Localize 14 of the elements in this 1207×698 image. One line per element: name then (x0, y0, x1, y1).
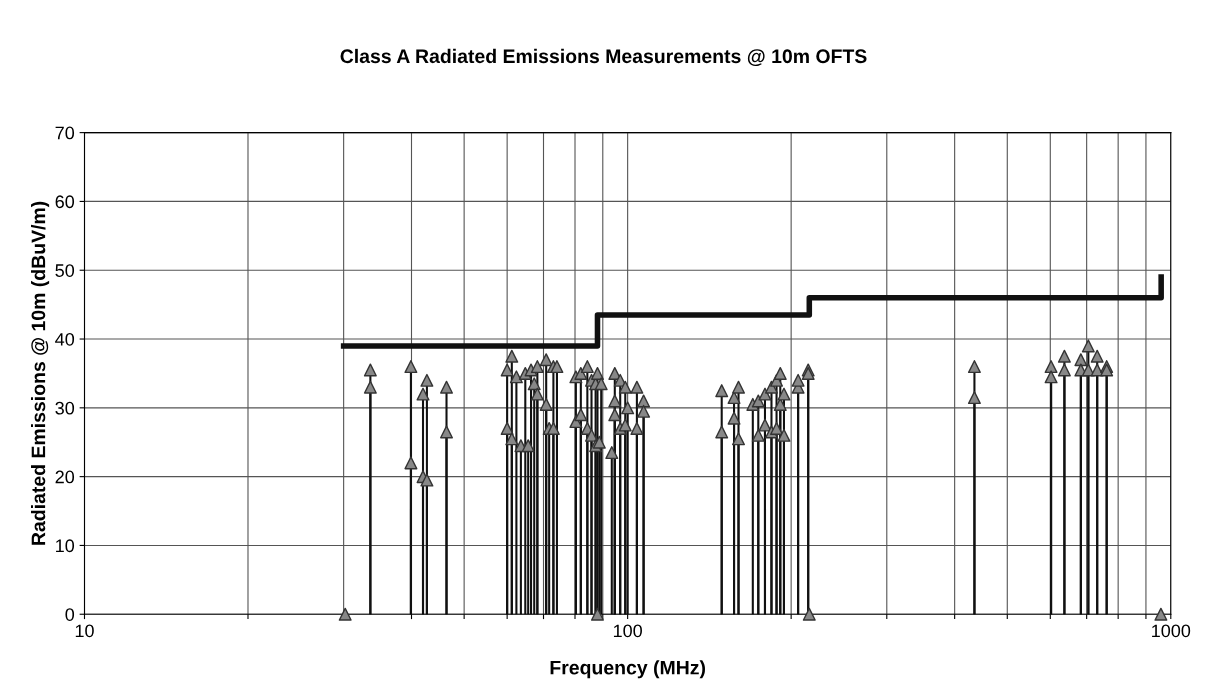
y-tick-label: 60 (55, 195, 75, 209)
y-tick-label: 10 (56, 539, 75, 553)
x-tick-label: 100 (613, 624, 642, 638)
y-tick-label: 70 (55, 126, 75, 140)
y-tick-label: 40 (55, 332, 75, 346)
y-tick-label: 50 (55, 264, 75, 277)
y-axis-title: Radiated Emissions @ 10m (dBuV/m) (31, 201, 50, 545)
x-tick-label: 10 (75, 624, 94, 638)
x-axis-title: Frequency (MHz) (550, 660, 705, 679)
y-tick-label: 20 (55, 470, 75, 484)
chart-title: Class A Radiated Emissions Measurements @ 10m OFTS (340, 48, 867, 67)
y-tick-label: 30 (55, 401, 75, 415)
y-tick-label: 0 (65, 608, 75, 621)
x-tick-label: 1000 (1152, 624, 1191, 638)
